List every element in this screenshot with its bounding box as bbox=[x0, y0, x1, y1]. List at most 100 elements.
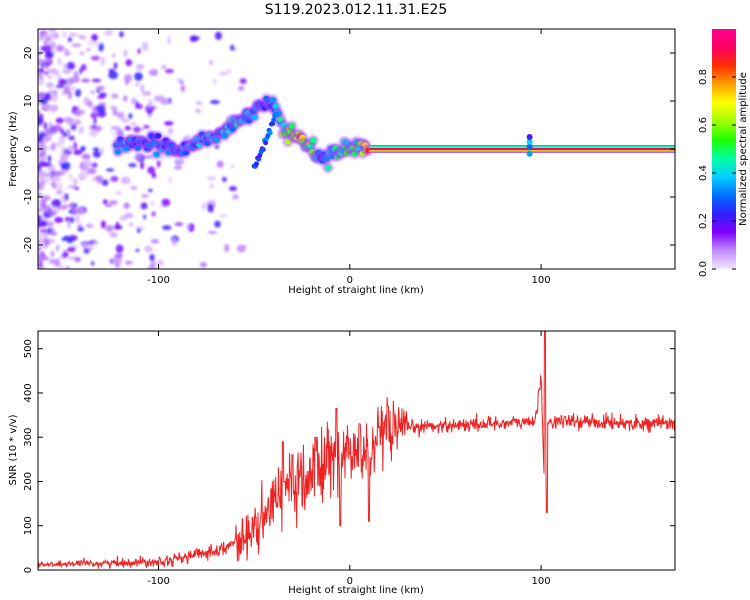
spectral-blob bbox=[42, 44, 52, 53]
spectral-blob bbox=[168, 176, 173, 184]
spectral-blob bbox=[238, 85, 245, 91]
spectral-blob bbox=[109, 232, 118, 238]
spectral-blob bbox=[43, 196, 47, 203]
spectral-blob bbox=[66, 246, 76, 252]
spectral-blob bbox=[112, 256, 122, 266]
ridge-point bbox=[153, 151, 160, 158]
spectral-blob bbox=[195, 100, 203, 106]
spectral-blob bbox=[91, 177, 96, 183]
spectrogram-y-tick-label: 0 bbox=[23, 146, 34, 152]
spectrogram-x-label: Height of straight line (km) bbox=[288, 285, 424, 296]
spectral-blob bbox=[75, 258, 80, 263]
spectral-blob bbox=[224, 243, 230, 253]
spectral-blob bbox=[150, 200, 155, 207]
ridge-point bbox=[213, 137, 221, 143]
spectral-blob bbox=[201, 202, 206, 211]
spectral-blob bbox=[128, 113, 133, 119]
spectral-blob bbox=[67, 145, 75, 152]
spectral-blob bbox=[43, 39, 48, 46]
snr-frame bbox=[37, 330, 676, 571]
spectral-blob bbox=[51, 48, 57, 54]
spectral-blob bbox=[147, 264, 157, 269]
colorbar-ticks: 0.0 0.2 0.4 0.6 0.8 bbox=[698, 69, 736, 277]
spectral-blob bbox=[38, 143, 47, 153]
spectral-blob bbox=[69, 173, 73, 182]
spectral-blob bbox=[144, 245, 153, 253]
spectral-blob bbox=[38, 57, 43, 67]
spectral-blob bbox=[88, 244, 94, 251]
spectral-blob bbox=[73, 119, 81, 126]
spectral-blob bbox=[214, 31, 223, 40]
ridge-point bbox=[324, 164, 332, 171]
spectral-blob bbox=[91, 261, 95, 266]
spectral-blob bbox=[67, 220, 71, 229]
spectral-blob bbox=[50, 181, 56, 187]
spectrogram-y-label: Frequency (Hz) bbox=[8, 111, 19, 187]
spectral-blob bbox=[73, 149, 83, 156]
ridge-branch-point bbox=[267, 130, 273, 136]
spectral-blob bbox=[38, 260, 43, 269]
spectral-blob bbox=[207, 203, 214, 213]
spectral-blob bbox=[173, 165, 183, 170]
spectral-blob bbox=[124, 260, 133, 265]
chart-title: S119.2023.012.11.31.E25 bbox=[265, 2, 448, 18]
spectral-blob bbox=[66, 79, 72, 88]
spectral-blob bbox=[38, 246, 42, 252]
spectral-blob bbox=[149, 254, 155, 262]
spectral-blob bbox=[54, 216, 64, 224]
spectral-blob bbox=[73, 71, 79, 79]
spectral-blob bbox=[123, 74, 133, 83]
colorbar-tick-label: 0.6 bbox=[698, 117, 709, 133]
spectral-blob bbox=[112, 54, 116, 58]
spectral-blob bbox=[93, 241, 99, 246]
spectral-blob bbox=[59, 263, 64, 269]
snr-y-label: SNR (10 * v/v) bbox=[8, 414, 19, 485]
spectrogram-x-tick-label: -100 bbox=[147, 275, 170, 286]
spectral-blob bbox=[57, 57, 62, 66]
spectral-blob bbox=[58, 78, 66, 85]
snr-y-tick-label: 500 bbox=[23, 339, 34, 358]
spectral-blob bbox=[68, 91, 72, 100]
spectral-blob bbox=[161, 198, 171, 207]
spectral-blob bbox=[38, 117, 44, 126]
spectral-blob bbox=[44, 71, 49, 76]
ridge-point bbox=[310, 137, 317, 144]
spectral-blob bbox=[64, 216, 70, 222]
spectrogram-y-tick-label: -20 bbox=[23, 237, 34, 253]
spectral-blob bbox=[174, 222, 184, 227]
spectral-blob bbox=[228, 186, 238, 192]
spectral-blob bbox=[124, 212, 134, 219]
spectral-blob bbox=[58, 135, 65, 145]
spectral-blob bbox=[38, 214, 42, 223]
band-disturbance bbox=[526, 138, 533, 145]
spectral-blob bbox=[167, 127, 174, 135]
snr-y-tick-label: 100 bbox=[23, 516, 34, 535]
spectral-blob bbox=[97, 109, 107, 118]
spectral-blob bbox=[186, 224, 191, 230]
spectral-blob bbox=[67, 36, 72, 43]
spectral-blob bbox=[214, 145, 220, 149]
spectral-blob bbox=[112, 108, 118, 116]
spectral-blob bbox=[91, 33, 98, 42]
spectral-blob bbox=[38, 37, 43, 41]
spectral-blob bbox=[64, 48, 68, 57]
spectral-blob bbox=[102, 199, 108, 205]
spectral-blob bbox=[38, 232, 47, 241]
spectral-blob bbox=[83, 159, 93, 169]
spectral-blob bbox=[48, 258, 56, 265]
spectral-blob bbox=[54, 258, 61, 267]
spectral-blob bbox=[74, 109, 82, 117]
spectral-blob bbox=[105, 204, 113, 208]
spectral-blob bbox=[174, 156, 185, 163]
spectral-blob bbox=[120, 176, 131, 185]
spectral-blob bbox=[38, 161, 48, 167]
band-disturbance bbox=[526, 143, 533, 150]
spectral-blob bbox=[221, 176, 227, 183]
spectral-blob bbox=[55, 117, 65, 124]
spectral-blob bbox=[110, 176, 119, 182]
spectral-blob bbox=[38, 224, 41, 229]
spectral-blob bbox=[65, 265, 70, 269]
spectral-blob bbox=[105, 225, 114, 232]
spectral-blob bbox=[135, 101, 139, 107]
